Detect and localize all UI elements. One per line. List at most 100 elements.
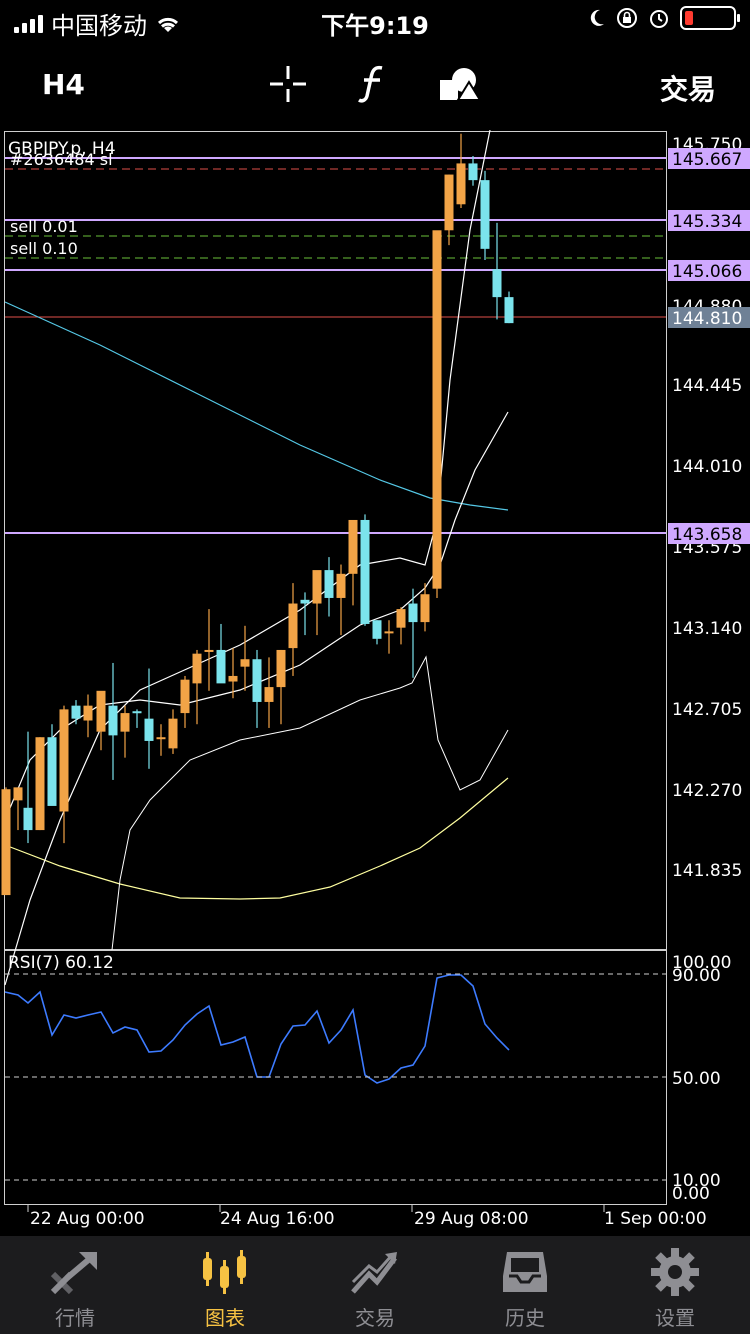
bullish-candle [396,607,406,645]
trade-button[interactable]: 交易 [659,73,716,106]
bearish-candle [71,700,81,725]
crosshair-icon[interactable] [268,64,308,104]
bearish-candle [132,709,142,728]
bearish-candle [144,668,154,769]
trade-icon [351,1252,397,1294]
bearish-candle [408,588,418,678]
time-axis: 22 Aug 00:00 24 Aug 16:00 29 Aug 08:00 1… [30,1209,707,1229]
bullish-candle [228,648,238,699]
chart-area[interactable]: GBPJPY.p, H4 #2636484 sl sell 0.01 sell … [0,129,750,1230]
objects-icon[interactable] [438,64,482,104]
battery-icon [680,6,740,30]
rsi-tick: 50.00 [672,1069,721,1089]
bullish-candle [192,649,202,725]
bearish-candle [468,155,478,186]
tab-label: 交易 [355,1306,395,1330]
quotes-icon [50,1252,97,1295]
price-chart[interactable]: GBPJPY.p, H4 #2636484 sl sell 0.01 sell … [0,129,750,1230]
tab-label: 设置 [655,1306,695,1330]
tab-history[interactable]: 历史 [450,1236,600,1334]
rsi-label: RSI(7) 60.12 [8,953,114,973]
tab-label: 行情 [55,1306,95,1330]
bullish-candle [348,519,358,606]
tab-label: 图表 [205,1306,245,1330]
level-price-label: 145.334 [672,212,742,232]
bearish-candle [504,291,514,324]
bottom-tab-bar: 行情 图表 交易 历史 [0,1236,750,1334]
bullish-candle [96,690,106,751]
chart-icon [203,1250,246,1294]
bullish-candle [444,174,454,246]
alarm-icon [650,10,668,28]
level-price-label: 143.658 [672,525,742,545]
bullish-candle [204,609,214,691]
bullish-candle [336,564,346,636]
bearish-candle [108,662,118,780]
level-price-label: 145.066 [672,262,742,282]
bullish-candle [456,133,466,208]
ma-line [4,777,509,900]
tab-quotes[interactable]: 行情 [0,1236,150,1334]
bullish-candle [312,570,322,636]
status-right [588,6,740,30]
bullish-candle [35,737,45,831]
bullish-candle [264,657,274,728]
tab-chart[interactable]: 图表 [150,1236,300,1334]
order1-label: sell 0.01 [10,217,78,236]
bollinger-upper-line [4,129,491,986]
bullish-candle [59,705,69,844]
level-price-label: 145.667 [672,150,742,170]
bullish-candle [156,724,166,756]
bearish-candle [23,731,33,844]
bullish-candle [288,583,298,676]
timeframe-button[interactable]: H4 [42,68,85,101]
candles [1,133,514,896]
current-price-label: 144.810 [672,309,742,329]
price-tick: 141.835 [672,861,742,881]
bullish-candle [168,709,178,754]
bearish-candle [324,557,334,617]
price-tick: 143.140 [672,619,742,639]
bullish-candle [1,787,11,896]
signal-icon [14,14,43,33]
bullish-candle [13,787,23,831]
function-icon[interactable] [356,64,390,104]
bearish-candle [492,222,502,320]
price-tick: 142.270 [672,781,742,801]
rsi-tick: 100.00 [672,953,731,973]
indicator-lines [4,129,509,986]
price-tick: 144.010 [672,457,742,477]
rsi-tick: 0.00 [672,1184,710,1204]
tab-settings[interactable]: 设置 [600,1236,750,1334]
bullish-candle [432,230,442,598]
slow-ma-line [4,301,509,511]
time-tick: 1 Sep 00:00 [604,1209,707,1229]
rsi-tick: 10.00 [672,1171,721,1191]
bullish-candle [384,620,394,654]
chart-toolbar: H4 交易 [0,48,750,122]
bullish-candle [240,625,250,691]
wifi-icon [157,17,179,32]
bullish-candle [420,583,430,632]
orientation-lock-icon [617,8,637,28]
order-sl-label: #2636484 sl [10,150,113,169]
price-tick: 142.705 [672,700,742,720]
bullish-candle [276,649,286,725]
price-tick: 144.445 [672,376,742,396]
status-time: 下午9:19 [321,12,429,40]
moon-icon [590,9,604,26]
time-tick: 24 Aug 16:00 [220,1209,335,1229]
bollinger-lower-line [111,655,509,951]
bearish-candle [300,592,310,636]
bearish-candle [480,170,490,260]
settings-icon [651,1248,699,1296]
bullish-candle [120,705,130,758]
bullish-candle [83,694,93,738]
bearish-candle [360,514,370,626]
tab-label: 历史 [505,1306,545,1330]
carrier-name: 中国移动 [51,12,147,40]
time-tick: 22 Aug 00:00 [30,1209,145,1229]
tab-trade[interactable]: 交易 [300,1236,450,1334]
bearish-candle [252,649,262,728]
bollinger-middle-line [4,411,509,821]
